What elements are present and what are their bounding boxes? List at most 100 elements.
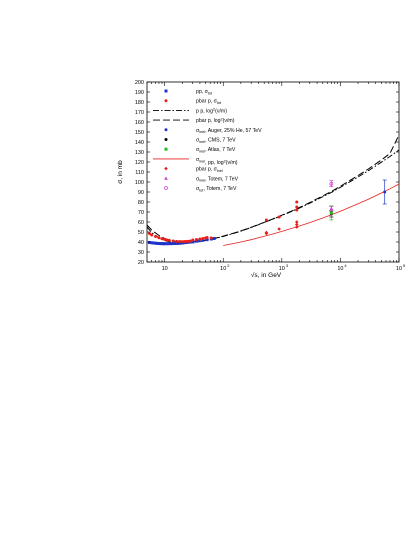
x-axis-title: √s, in GeV: [251, 271, 282, 279]
legend-label: σinel, Totem, 7 TeV: [196, 176, 239, 182]
legend-label-part: p p, log: [196, 108, 213, 114]
legend-label-part: inel: [217, 169, 223, 173]
y-axis-title: σ, in mb: [117, 160, 124, 184]
legend-entry: pp, σtot: [164, 89, 213, 95]
legend-label-part: tot: [199, 188, 204, 192]
legend-label: pbar p, σtot: [196, 99, 222, 105]
point-circle: [167, 238, 171, 242]
legend-label-part: σ: [196, 147, 200, 153]
legend-label-part: inel: [199, 159, 205, 163]
point-circle: [165, 238, 169, 242]
legend-label-part: pbar p, σ: [196, 99, 218, 105]
fit-curves: [146, 134, 400, 246]
legend-label-part: , Auger, 25% He, 57 TeV: [205, 128, 262, 134]
point-circle: [164, 138, 168, 141]
point-circle: [150, 233, 154, 237]
point-circle: [201, 237, 205, 240]
point-square: [150, 241, 154, 245]
legend-label-part: σ: [196, 176, 200, 182]
y-tick-label: 80: [138, 200, 144, 206]
legend-label-part: 2: [213, 108, 215, 112]
legend-label-part: σ: [196, 186, 200, 192]
legend-label-part: , pp, log: [205, 160, 224, 166]
legend-label-part: , Totem, 7 TeV: [203, 186, 237, 192]
point-diamond: [294, 225, 299, 229]
point-square: [329, 211, 333, 215]
legend-label-part: 2: [221, 117, 223, 121]
y-tick-label: 20: [138, 260, 144, 266]
y-tick-label: 60: [138, 220, 144, 226]
legend-label-part: σ: [196, 128, 200, 134]
legend-label: σtot, Totem, 7 TeV: [196, 186, 237, 192]
x-tick-exponent: 4: [344, 263, 347, 268]
point-square: [163, 242, 167, 246]
point-square: [167, 242, 171, 246]
point-circle: [164, 128, 168, 132]
legend-entry: σinel, Auger, 25% He, 57 TeV: [164, 128, 262, 134]
point-circle: [295, 200, 299, 204]
point-square: [155, 241, 159, 245]
legend-entry: pbar p, σinel: [164, 167, 223, 173]
point-circle: [175, 239, 179, 243]
point-circle: [277, 215, 281, 219]
legend-label-part: tot: [217, 101, 222, 105]
legend-label-part: , Totem, 7 TeV: [205, 176, 239, 182]
legend-label-part: inel: [199, 130, 205, 134]
point-circle: [178, 240, 182, 243]
y-tick-label: 180: [135, 100, 144, 106]
point-square: [164, 89, 168, 93]
point-diamond: [294, 220, 299, 224]
point-circle: [160, 237, 164, 241]
curve-dashdot: [146, 149, 400, 244]
y-tick-label: 30: [138, 250, 144, 256]
y-tick-label: 70: [138, 210, 144, 216]
point-circle: [195, 238, 199, 241]
point-diamond: [264, 230, 269, 235]
y-tick-label: 100: [135, 180, 144, 186]
legend-label-part: pbar p, log: [196, 118, 221, 124]
y-tick-label: 200: [135, 80, 144, 86]
x-tick-exponent: 5: [403, 263, 406, 268]
legend-label-part: inel: [199, 179, 205, 183]
point-square: [147, 241, 151, 244]
x-tick-exponent: 3: [286, 263, 289, 268]
legend-label-part: inel: [199, 150, 205, 154]
legend-entry: pbar p, σtot: [164, 99, 222, 105]
legend-entry: σtot, Totem, 7 TeV: [164, 186, 237, 192]
point-circle: [163, 237, 167, 241]
point-circle: [147, 232, 151, 235]
point-circle: [157, 236, 161, 240]
point-circle: [295, 205, 299, 209]
y-tick-label: 150: [135, 130, 144, 136]
point-diamond: [294, 222, 299, 227]
legend-label: σinel, pp, log2(ν/m): [196, 157, 238, 166]
legend-label: pbar p, σinel: [196, 167, 223, 173]
legend-entry: pbar p, log2(ν/m): [153, 117, 235, 124]
legend-label: pp, σtot: [196, 89, 213, 95]
legend-label-part: (ν/m): [215, 108, 227, 114]
point-square: [152, 241, 156, 245]
point-circle: [295, 208, 299, 212]
point-square: [197, 239, 201, 243]
x-tick-label: 10: [279, 266, 285, 272]
y-tick-label: 170: [135, 110, 144, 116]
point-circle: [205, 236, 209, 239]
y-tick-label: 110: [135, 170, 144, 176]
y-tick-label: 190: [135, 90, 144, 96]
point-square: [157, 242, 161, 245]
point-square: [205, 238, 209, 242]
legend-label-part: tot: [208, 91, 213, 95]
legend-label-part: , Atlas, 7 TeV: [205, 147, 236, 153]
legend-label: p p, log2(ν/m): [196, 108, 227, 115]
point-circle: [180, 240, 184, 244]
point-diamond: [164, 166, 168, 171]
point-square: [212, 237, 216, 240]
point-circle: [264, 218, 268, 222]
legend-label-part: σ: [196, 138, 200, 144]
x-tick-label: 10: [337, 266, 343, 272]
point-square: [171, 242, 175, 245]
point-circle-open: [329, 181, 334, 186]
legend-label-part: pbar p, σ: [196, 167, 218, 173]
